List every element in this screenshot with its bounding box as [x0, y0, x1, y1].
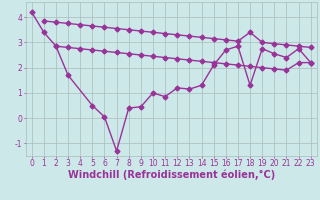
X-axis label: Windchill (Refroidissement éolien,°C): Windchill (Refroidissement éolien,°C)	[68, 170, 275, 180]
